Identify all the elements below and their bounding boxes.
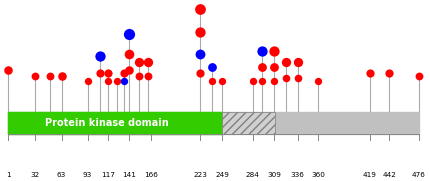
Point xyxy=(105,79,112,82)
Point xyxy=(283,60,290,63)
Point xyxy=(126,33,132,35)
Point xyxy=(209,79,215,82)
Point xyxy=(135,60,142,63)
Point xyxy=(126,52,132,55)
Point xyxy=(415,75,422,78)
Point xyxy=(105,71,112,74)
Point xyxy=(135,75,142,78)
Point xyxy=(271,49,278,52)
Point xyxy=(259,49,266,52)
Point xyxy=(259,79,266,82)
Point xyxy=(197,52,203,55)
Point xyxy=(271,66,278,69)
Point xyxy=(197,8,203,11)
Bar xyxy=(8,112,419,134)
Point xyxy=(47,75,54,78)
Point xyxy=(144,60,151,63)
Point xyxy=(294,77,301,80)
Point xyxy=(31,75,38,78)
Point xyxy=(114,79,120,82)
Point xyxy=(209,66,215,69)
Point xyxy=(197,30,203,33)
Point xyxy=(197,71,203,74)
Point xyxy=(283,77,290,80)
Point xyxy=(96,71,103,74)
Point xyxy=(271,79,278,82)
Text: Protein kinase domain: Protein kinase domain xyxy=(45,118,169,128)
Point xyxy=(120,79,127,82)
Point xyxy=(120,71,127,74)
Point xyxy=(126,68,132,71)
Point xyxy=(294,60,301,63)
Point xyxy=(5,68,12,71)
Bar xyxy=(8,112,222,134)
Point xyxy=(249,79,256,82)
Point xyxy=(259,66,266,69)
Point xyxy=(386,71,393,74)
Point xyxy=(315,79,322,82)
Point xyxy=(84,79,91,82)
Point xyxy=(144,75,151,78)
Bar xyxy=(222,112,275,134)
Point xyxy=(96,55,103,58)
Point xyxy=(366,71,373,74)
Point xyxy=(58,75,65,78)
Point xyxy=(219,79,226,82)
